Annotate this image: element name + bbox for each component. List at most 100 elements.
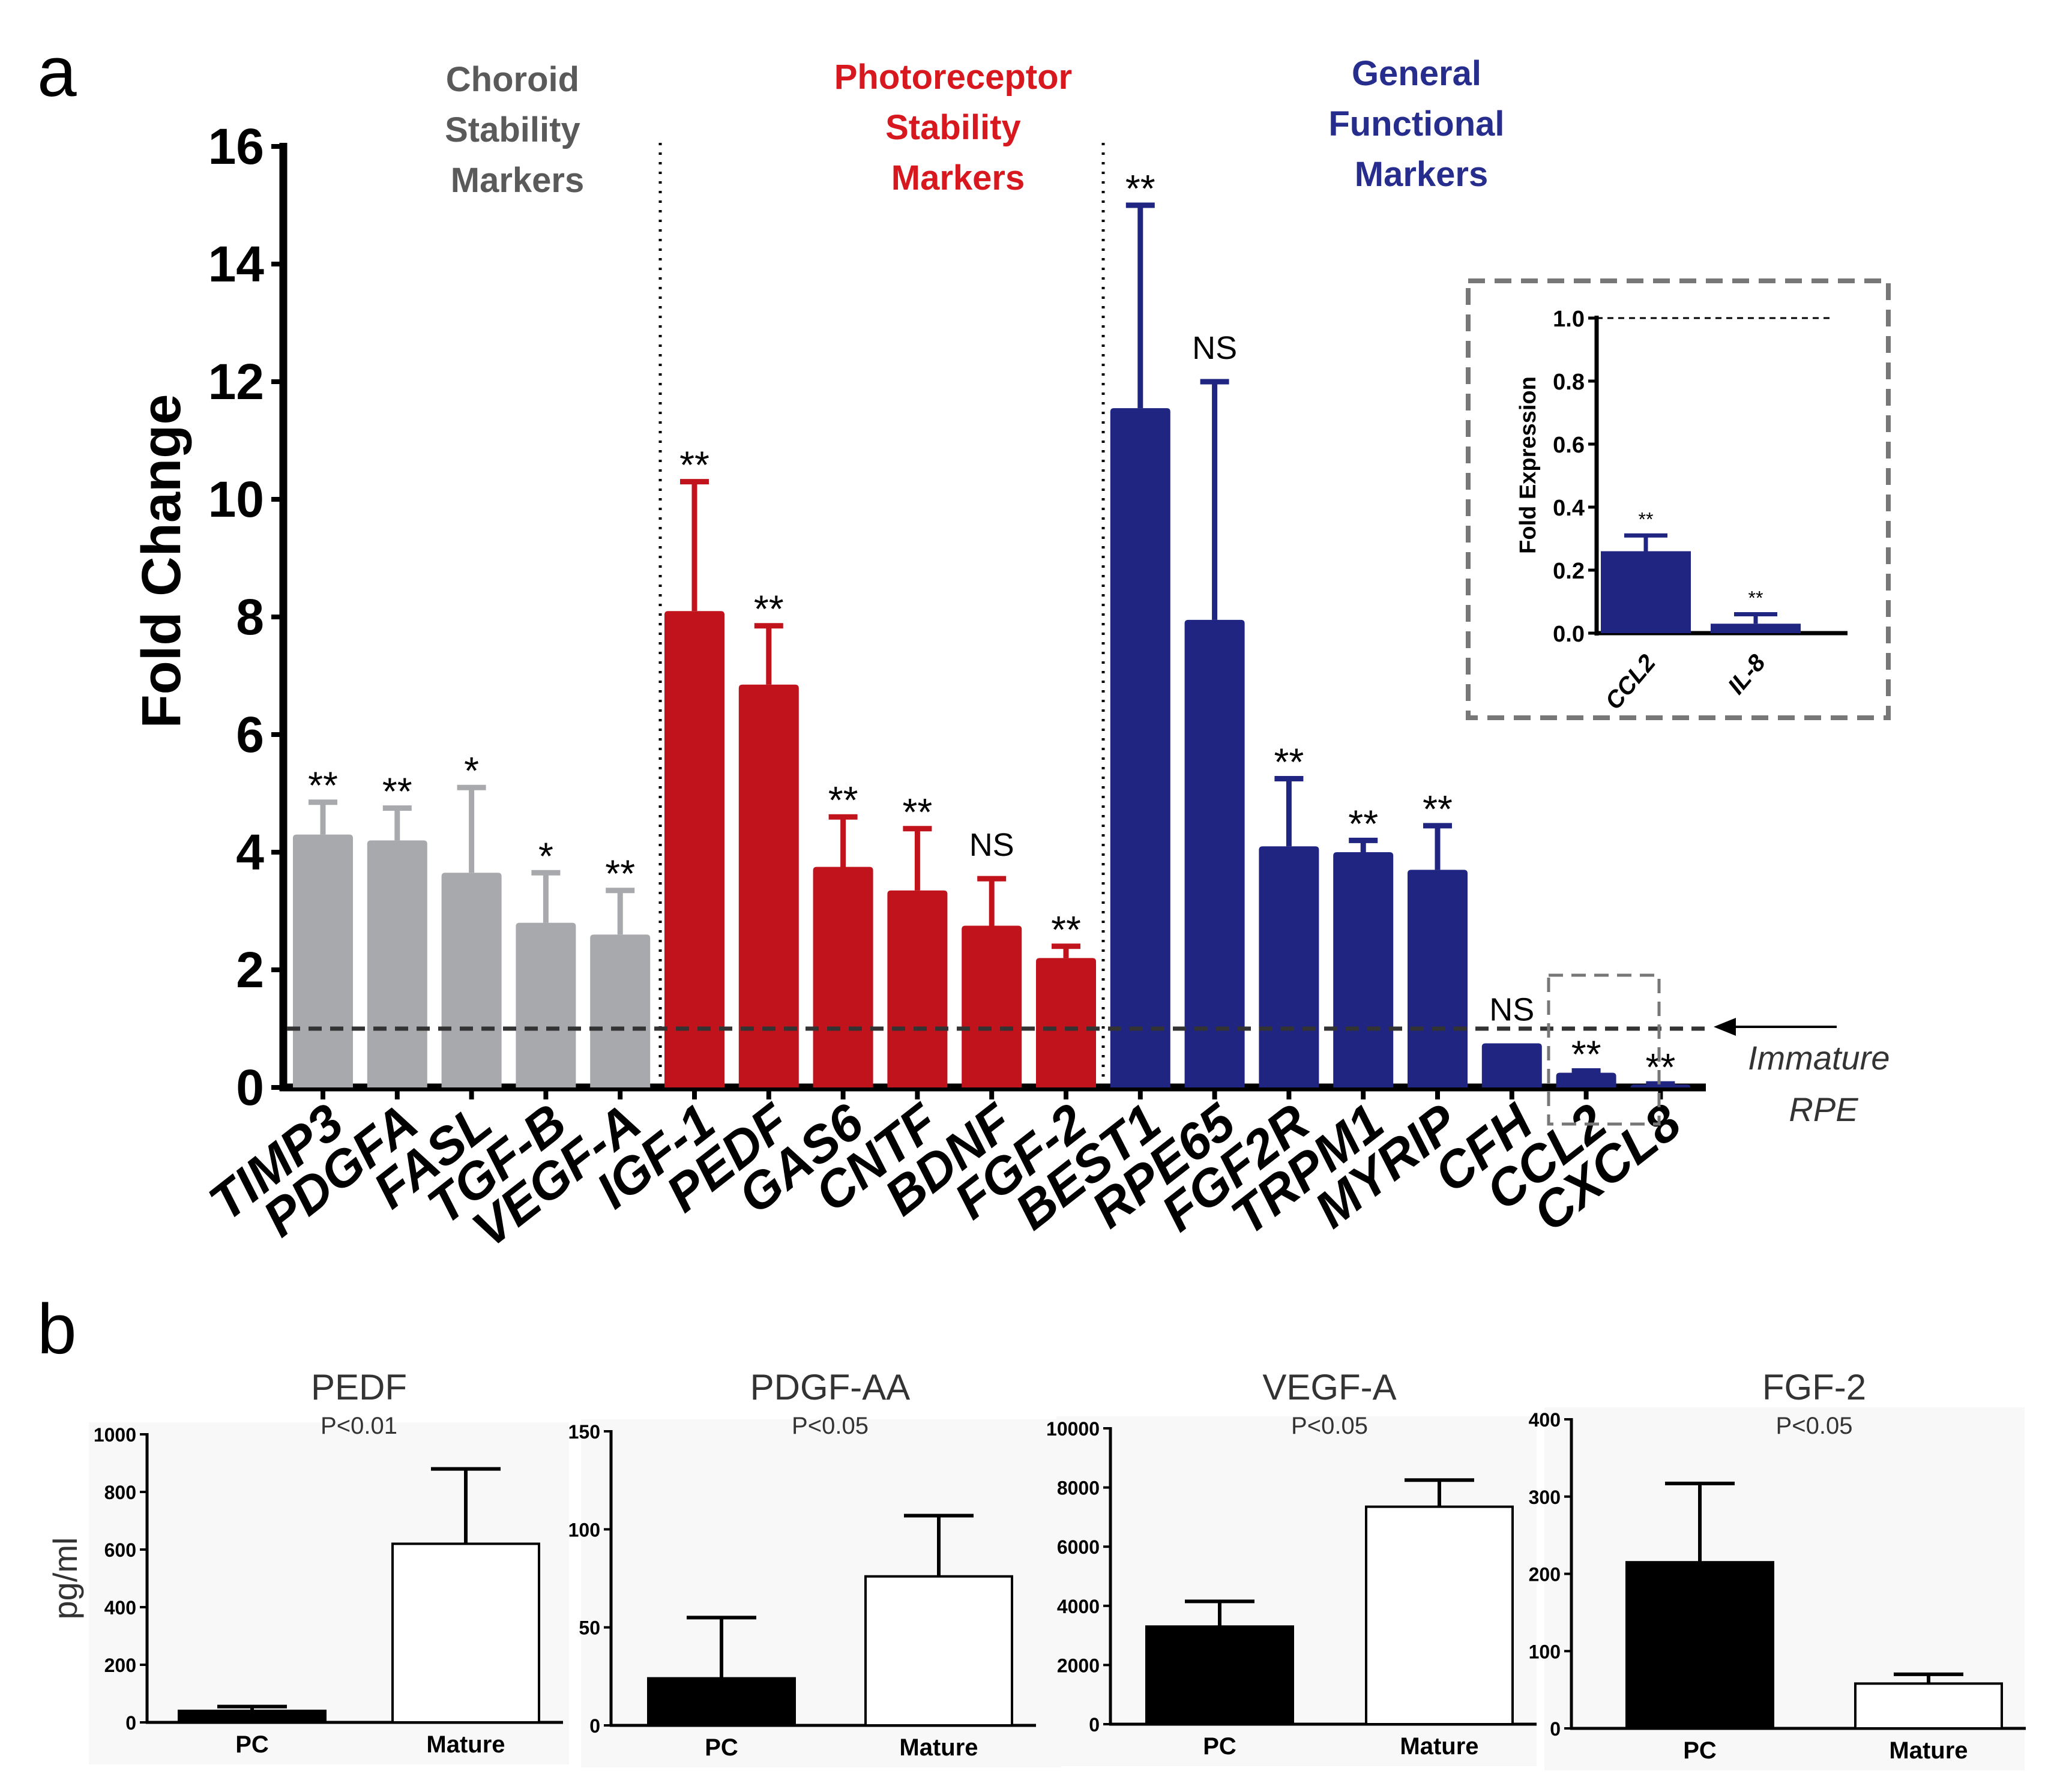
inset-bar — [1601, 551, 1691, 633]
group-header-photoreceptor: Photoreceptor Stability Markers — [834, 58, 1082, 197]
main-significance-label: ** — [1571, 1033, 1601, 1076]
main-significance-label: ** — [1274, 741, 1304, 784]
elisa-y-tick-label: 400 — [104, 1597, 136, 1619]
main-significance-label: NS — [1192, 330, 1237, 366]
elisa-y-tick-label: 0 — [589, 1715, 600, 1737]
elisa-y-tick-label: 10000 — [1046, 1418, 1100, 1440]
elisa-y-tick-label: 300 — [1529, 1487, 1561, 1508]
main-bar — [1408, 870, 1468, 1087]
elisa-bar-mature — [864, 1575, 1013, 1727]
elisa-y-tick-label: 600 — [104, 1539, 136, 1561]
main-bar — [367, 840, 427, 1087]
main-bar — [738, 684, 799, 1087]
ccl2-cxcl8-highlight-box — [1547, 973, 1661, 1126]
elisa-y-tick-label: 150 — [568, 1421, 600, 1443]
main-significance-label: ** — [308, 764, 338, 807]
main-significance-label: ** — [679, 443, 709, 487]
elisa-y-tick-label: 8000 — [1057, 1478, 1100, 1499]
elisa-chart-title: FGF-2 — [1762, 1367, 1866, 1407]
main-bar — [962, 925, 1022, 1087]
main-significance-label: ** — [605, 852, 635, 895]
main-bar — [1556, 1072, 1616, 1087]
elisa-chart-subtitle: P<0.01 — [321, 1413, 397, 1439]
elisa-chart-title: VEGF-A — [1262, 1367, 1396, 1407]
elisa-y-tick-label: 4000 — [1057, 1596, 1100, 1617]
main-bar — [1481, 1043, 1542, 1087]
inset-ccl2-il8-chart: 0.0 0.2 0.4 0.6 0.8 1.0 Fold Expression ** CCL2 *… — [1466, 278, 1891, 720]
main-significance-label: NS — [1489, 992, 1534, 1028]
main-significance-label: ** — [1423, 787, 1453, 831]
elisa-bar-pc — [178, 1709, 327, 1724]
main-bar — [664, 611, 724, 1087]
inset-x-tick-label: IL-8 — [1723, 649, 1771, 699]
group-header-choroid: Choroid Stability Markers — [445, 60, 590, 200]
panel-a-label: a — [37, 32, 77, 112]
elisa-x-tick-label: Mature — [899, 1734, 978, 1761]
main-significance-label: ** — [1051, 908, 1081, 951]
inset-significance-label: ** — [1748, 588, 1763, 609]
elisa-chart-vegf-a: VEGF-A P<0.05 0 2000 4000 6000 8000 10000 PC Matu… — [1046, 1367, 1537, 1766]
inset-y-tick-label: 0.2 — [1553, 559, 1585, 584]
elisa-bar-mature — [1365, 1505, 1514, 1726]
main-y-tick-label: 10 — [208, 471, 264, 528]
elisa-chart-subtitle: P<0.05 — [792, 1413, 869, 1439]
main-bar — [441, 873, 502, 1087]
elisa-bar-mature — [1854, 1682, 2003, 1730]
elisa-chart-pdgf-aa: PDGF-AA P<0.05 0 50 100 150 PC Mature — [568, 1367, 1061, 1767]
main-bar — [1110, 408, 1170, 1087]
inset-significance-label: ** — [1639, 508, 1654, 530]
main-significance-label: * — [464, 749, 479, 792]
main-bar — [293, 834, 353, 1087]
elisa-x-tick-label: PC — [1683, 1737, 1717, 1764]
elisa-y-tick-label: 0 — [125, 1712, 136, 1734]
inset-y-tick-label: 0.4 — [1553, 496, 1585, 521]
elisa-y-tick-label: 0 — [1550, 1718, 1561, 1740]
inset-bar — [1711, 624, 1801, 633]
main-significance-label: ** — [754, 588, 784, 631]
main-y-tick-label: 16 — [208, 118, 264, 175]
elisa-bar-mature — [391, 1542, 540, 1724]
main-bar — [1333, 852, 1394, 1087]
inset-y-tick-label: 0.6 — [1553, 433, 1585, 458]
main-significance-label: * — [538, 834, 553, 877]
elisa-y-tick-label: 800 — [104, 1482, 136, 1503]
main-significance-label: ** — [1348, 802, 1378, 845]
main-bar — [516, 922, 576, 1087]
main-y-tick-label: 14 — [208, 236, 265, 292]
elisa-y-tick-label: 0 — [1089, 1714, 1100, 1736]
elisa-y-tick-label: 6000 — [1057, 1536, 1100, 1558]
elisa-y-tick-label: 200 — [104, 1655, 136, 1676]
main-significance-label: ** — [382, 770, 412, 813]
elisa-chart-title: PEDF — [311, 1367, 407, 1407]
main-y-tick-label: 12 — [208, 353, 264, 410]
elisa-y-tick-label: 50 — [579, 1617, 600, 1639]
main-y-axis-label: Fold Change — [131, 394, 192, 728]
inset-x-tick-label: CCL2 — [1600, 650, 1661, 715]
elisa-x-tick-label: Mature — [1400, 1733, 1478, 1760]
main-significance-label: NS — [969, 827, 1014, 863]
elisa-chart-subtitle: P<0.05 — [1291, 1413, 1368, 1439]
main-significance-label: ** — [902, 790, 932, 834]
elisa-y-tick-label: 200 — [1529, 1564, 1561, 1586]
panel-b-elisa-charts: PEDF P<0.01 0 200 400 600 800 1000 pg/ml PC Mature… — [46, 1367, 2026, 1770]
main-bar — [813, 867, 873, 1087]
main-y-tick-label: 8 — [236, 589, 264, 645]
elisa-y-axis-label: pg/ml — [46, 1538, 84, 1620]
elisa-bar-pc — [1145, 1625, 1294, 1726]
immature-rpe-label: Immature RPE — [1748, 1039, 1899, 1128]
elisa-x-tick-label: Mature — [426, 1731, 505, 1758]
main-bar — [590, 934, 651, 1087]
immature-rpe-arrowhead — [1714, 1018, 1736, 1036]
inset-y-tick-label: 0.8 — [1553, 370, 1585, 395]
main-y-tick-label: 4 — [236, 824, 264, 880]
panel-b-label: b — [37, 1290, 77, 1369]
main-y-tick-label: 2 — [236, 942, 264, 998]
elisa-y-tick-label: 1000 — [94, 1424, 136, 1446]
inset-frame — [1466, 278, 1891, 720]
main-significance-label: ** — [1125, 167, 1155, 210]
elisa-bar-pc — [647, 1677, 796, 1727]
elisa-y-tick-label: 400 — [1529, 1409, 1561, 1431]
elisa-x-tick-label: Mature — [1889, 1737, 1968, 1764]
elisa-chart-pedf: PEDF P<0.01 0 200 400 600 800 1000 pg/ml PC Mature — [46, 1367, 569, 1764]
